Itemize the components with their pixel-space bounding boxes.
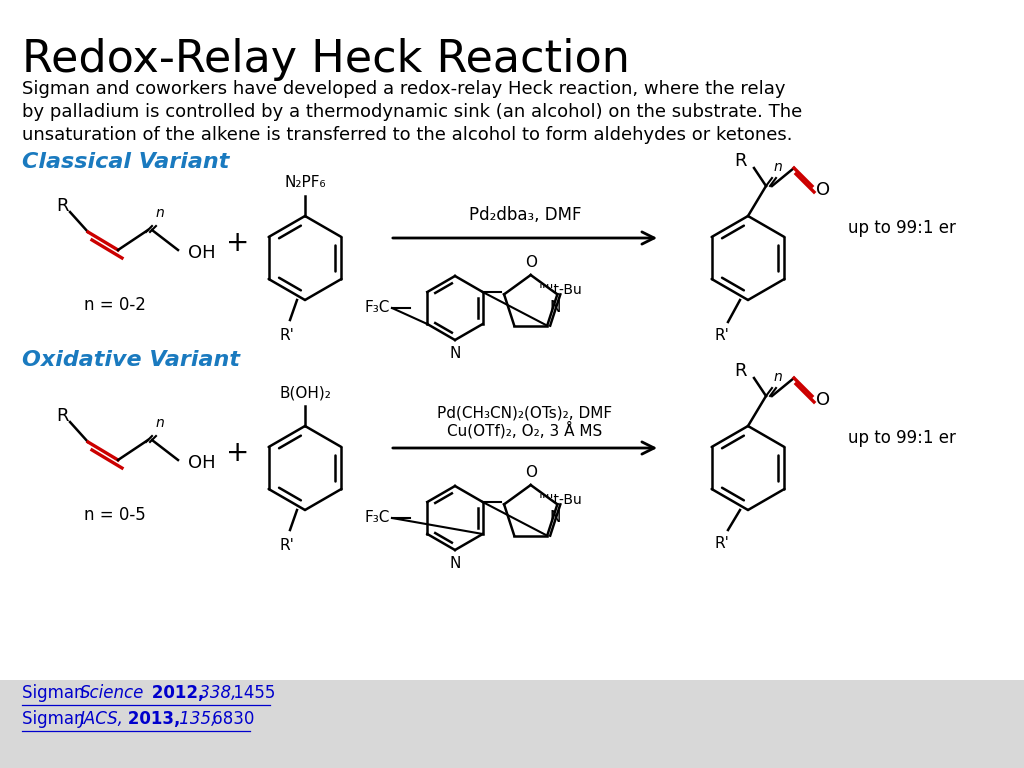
Text: N: N — [550, 511, 561, 525]
Text: R: R — [734, 362, 746, 380]
Text: R': R' — [715, 536, 729, 551]
Text: JACS,: JACS, — [80, 710, 124, 728]
Text: R': R' — [280, 328, 295, 343]
Text: Oxidative Variant: Oxidative Variant — [22, 350, 240, 370]
Text: OH: OH — [188, 454, 216, 472]
Text: up to 99:1 er: up to 99:1 er — [848, 429, 955, 447]
Text: ''''t-Bu: ''''t-Bu — [539, 493, 583, 507]
Text: 338,: 338, — [194, 684, 237, 702]
Text: 6830: 6830 — [207, 710, 254, 728]
Text: Classical Variant: Classical Variant — [22, 152, 229, 172]
Text: n: n — [774, 370, 782, 384]
Text: F₃C: F₃C — [365, 511, 390, 525]
Text: n: n — [774, 160, 782, 174]
Text: n = 0-5: n = 0-5 — [84, 506, 145, 524]
Text: 135,: 135, — [174, 710, 216, 728]
Text: n = 0-2: n = 0-2 — [84, 296, 146, 314]
Text: up to 99:1 er: up to 99:1 er — [848, 219, 955, 237]
Text: +: + — [226, 229, 250, 257]
Text: O: O — [816, 391, 830, 409]
Text: R: R — [55, 407, 69, 425]
Text: N₂PF₆: N₂PF₆ — [285, 175, 326, 190]
Text: Science: Science — [80, 684, 144, 702]
Text: by palladium is controlled by a thermodynamic sink (an alcohol) on the substrate: by palladium is controlled by a thermody… — [22, 103, 802, 121]
Text: N: N — [450, 346, 461, 361]
Text: R': R' — [715, 328, 729, 343]
Text: B(OH)₂: B(OH)₂ — [280, 385, 331, 400]
Text: +: + — [226, 439, 250, 467]
Text: Pd(CH₃CN)₂(OTs)₂, DMF: Pd(CH₃CN)₂(OTs)₂, DMF — [437, 405, 612, 420]
Text: n: n — [156, 416, 165, 430]
Text: OH: OH — [188, 244, 216, 262]
Text: Sigman: Sigman — [22, 684, 90, 702]
Text: Cu(OTf)₂, O₂, 3 Å MS: Cu(OTf)₂, O₂, 3 Å MS — [447, 421, 603, 438]
Text: 2012,: 2012, — [146, 684, 205, 702]
Text: R': R' — [280, 538, 295, 553]
Text: O: O — [816, 181, 830, 199]
Text: O: O — [524, 465, 537, 480]
Text: F₃C: F₃C — [365, 300, 390, 316]
Text: ''''t-Bu: ''''t-Bu — [539, 283, 583, 297]
FancyBboxPatch shape — [0, 680, 1024, 768]
Text: 2013,: 2013, — [122, 710, 180, 728]
Text: unsaturation of the alkene is transferred to the alcohol to form aldehydes or ke: unsaturation of the alkene is transferre… — [22, 126, 793, 144]
Text: O: O — [524, 255, 537, 270]
Text: R: R — [55, 197, 69, 215]
Text: 1455: 1455 — [228, 684, 275, 702]
Text: Pd₂dba₃, DMF: Pd₂dba₃, DMF — [469, 206, 582, 224]
Text: R: R — [734, 152, 746, 170]
Text: n: n — [156, 206, 165, 220]
Text: Sigman and coworkers have developed a redox-relay Heck reaction, where the relay: Sigman and coworkers have developed a re… — [22, 80, 785, 98]
Text: N: N — [550, 300, 561, 316]
Text: Redox-Relay Heck Reaction: Redox-Relay Heck Reaction — [22, 38, 630, 81]
Text: Sigman: Sigman — [22, 710, 90, 728]
Text: N: N — [450, 556, 461, 571]
